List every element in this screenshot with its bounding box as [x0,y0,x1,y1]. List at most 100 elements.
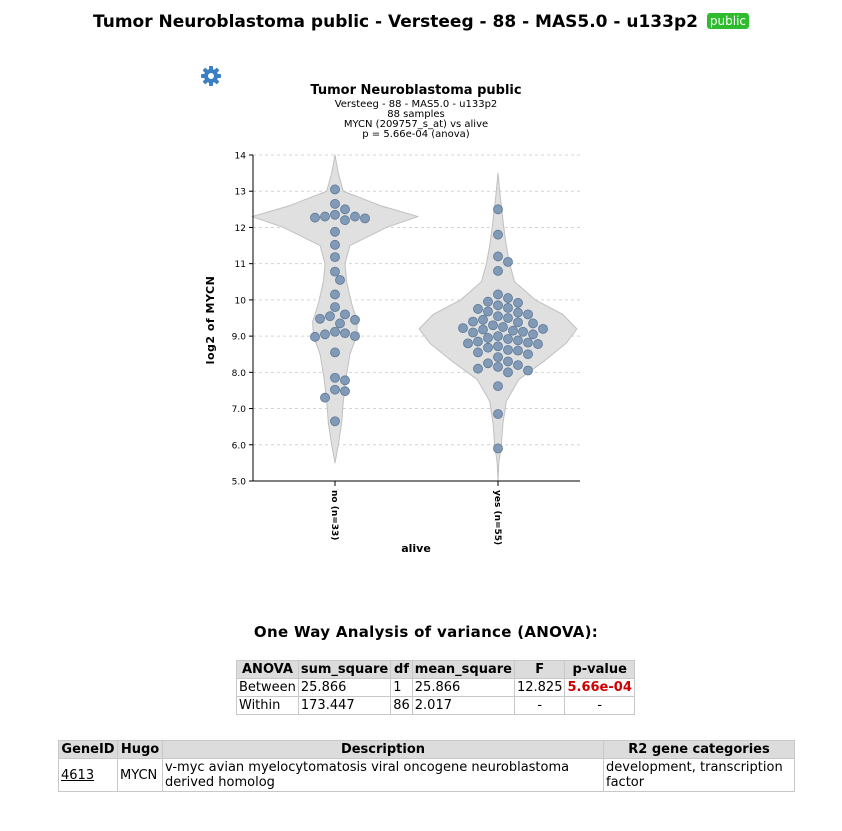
data-point [493,266,503,276]
data-point [493,443,503,454]
data-point [528,329,538,340]
data-point [350,211,360,222]
data-point [503,256,513,267]
gene-table: GeneID Hugo Description R2 gene categori… [58,740,795,792]
anova-cell: 25.866 [297,678,392,697]
data-point [330,209,340,220]
table-row: Within 173.447 86 2.017 - - [236,696,635,715]
data-point [493,229,503,240]
y-tick-label: 14 [235,152,247,162]
data-point [523,365,533,376]
data-point [503,313,513,323]
y-tick-label: 11 [235,260,246,270]
data-point [468,327,478,338]
y-tick-label: 5.0 [232,478,247,488]
data-point [340,204,350,215]
anova-cell: 2.017 [411,696,515,715]
data-point [335,275,345,285]
data-point [508,325,518,336]
data-point [360,213,370,224]
y-tick-label: 8.0 [232,369,247,379]
data-point [513,335,523,346]
data-point [523,337,533,348]
data-point [503,344,513,355]
data-point [513,360,523,370]
anova-cell: - [513,696,566,715]
data-point [493,311,503,322]
anova-title: One Way Analysis of variance (ANOVA): [253,623,599,641]
gene-id-link[interactable]: 4613 [61,767,95,783]
data-point [498,322,508,332]
data-point [325,311,335,322]
chart-subtitle-4: p = 5.66e-04 (anova) [362,129,470,140]
anova-header: ANOVA [236,660,299,679]
data-point [493,331,503,342]
data-point [493,352,503,363]
data-point [478,314,488,325]
data-point [335,318,345,329]
y-tick-label: 7.0 [232,405,247,415]
data-point [523,309,533,320]
anova-header: F [513,660,566,679]
anova-header: p-value [564,660,635,679]
data-point [528,318,538,329]
y-axis-label: log2 of MYCN [204,276,217,365]
hugo-cell: MYCN [117,758,163,792]
gene-header: R2 gene categories [603,740,795,759]
data-point [473,363,483,374]
data-point [350,331,360,342]
table-row: Between 25.866 1 25.866 12.825 5.66e-04 [236,678,635,697]
data-point [493,251,503,262]
data-point [503,334,513,344]
x-tick-label: no (n=33) [329,490,339,540]
data-point [320,392,330,403]
data-point [533,339,543,349]
chart-subtitle-1: Versteeg - 88 - MAS5.0 - u133p2 [335,99,498,110]
data-point [468,316,478,327]
data-point [330,416,340,427]
anova-header: df [390,660,413,679]
data-point [483,342,493,353]
data-point [330,198,340,209]
data-point [518,326,528,337]
y-tick-label: 13 [235,188,246,198]
data-point [478,324,488,335]
categories-cell: development, transcription factor [603,758,795,792]
data-point [503,356,513,367]
data-point [483,306,493,317]
anova-cell: Within [236,696,299,715]
data-point [513,317,523,328]
data-point [458,323,468,334]
data-point [310,331,320,342]
page-title-text: Tumor Neuroblastoma public - Versteeg - … [92,12,698,32]
data-point [310,212,320,223]
data-point [330,226,340,237]
page-title: Tumor Neuroblastoma public - Versteeg - … [0,12,842,32]
gear-icon[interactable] [200,65,222,87]
data-point [493,409,503,419]
chart-subtitle-3: MYCN (209757_s_at) vs alive [344,119,488,130]
data-point [340,309,350,320]
data-point [463,338,473,349]
anova-cell: 25.866 [411,678,515,697]
data-point [340,215,350,226]
data-point [538,323,548,334]
data-point [330,252,340,263]
gene-header: Description [162,740,604,759]
anova-cell: - [564,696,635,715]
anova-table: ANOVA sum_square df mean_square F p-valu… [236,660,635,715]
y-tick-label: 9.0 [232,333,247,343]
anova-cell: 12.825 [513,678,566,697]
y-tick-label: 10 [235,296,247,306]
data-point [473,347,483,358]
data-point [330,384,340,395]
data-point [503,293,513,303]
public-badge: public [706,13,749,29]
data-point [503,367,513,378]
data-point [330,266,340,277]
anova-header: sum_square [297,660,392,679]
data-point [523,349,533,360]
data-point [340,328,350,339]
x-axis-label: alive [401,542,431,555]
data-point [493,300,503,311]
